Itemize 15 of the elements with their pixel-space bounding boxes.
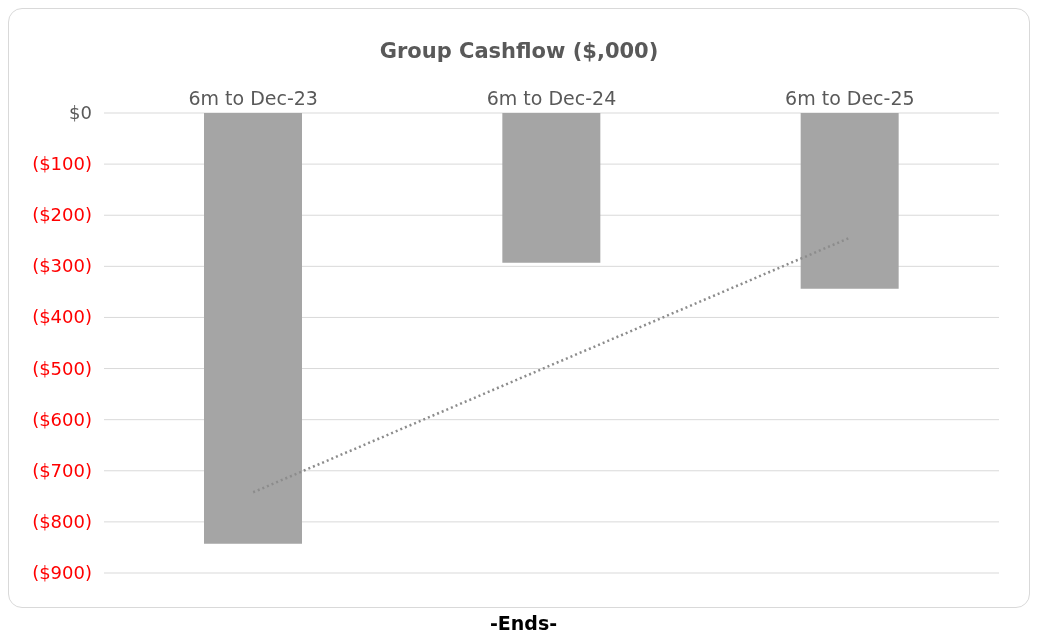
- text: -Ends-: [488, 612, 559, 634]
- y-tick-label: ($700): [32, 459, 92, 481]
- x-tick-label: 6m to Dec-24: [486, 87, 617, 109]
- x-tick-label: 6m to Dec-23: [188, 87, 318, 109]
- y-tick-label: ($400): [32, 306, 92, 328]
- y-tick-label: ($900): [32, 562, 92, 583]
- chart-title: Group Cashflow ($,000): [378, 38, 660, 63]
- y-tick-label: ($200): [32, 204, 92, 226]
- y-tick-label: ($300): [32, 255, 92, 277]
- y-tick-label: $0: [69, 102, 92, 123]
- x-tick-label: 6m to Dec-25: [785, 87, 915, 109]
- y-tick-label: ($500): [32, 357, 92, 379]
- y-tick-label: ($800): [32, 510, 92, 532]
- y-tick-label: ($600): [32, 408, 92, 430]
- y-tick-label: ($100): [32, 153, 92, 175]
